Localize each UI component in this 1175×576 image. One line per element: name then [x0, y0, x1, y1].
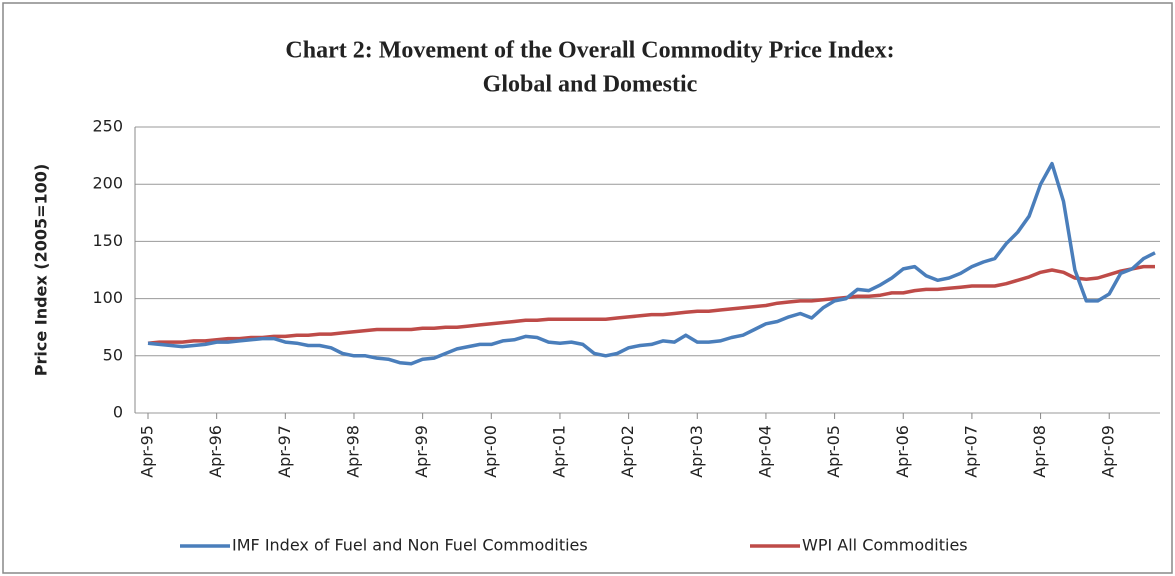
x-tick-label: Apr-95	[138, 425, 157, 478]
x-tick-label: Apr-05	[824, 425, 843, 478]
x-tick-label: Apr-96	[206, 425, 225, 478]
x-tick-label: Apr-02	[618, 425, 637, 478]
x-tick-label: Apr-06	[893, 425, 912, 478]
x-tick-label: Apr-01	[549, 425, 568, 478]
x-tick-label: Apr-07	[961, 425, 980, 478]
x-tick-label: Apr-00	[481, 425, 500, 478]
legend-label: WPI All Commodities	[802, 536, 968, 555]
y-tick-label: 50	[103, 345, 123, 364]
x-tick-label: Apr-97	[275, 425, 294, 478]
x-tick-label: Apr-03	[687, 425, 706, 478]
y-tick-label: 200	[92, 174, 123, 193]
x-tick-label: Apr-09	[1099, 425, 1118, 478]
x-tick-label: Apr-04	[755, 425, 774, 478]
series-line	[147, 161, 1156, 366]
y-tick-label: 100	[92, 288, 123, 307]
y-tick-label: 0	[113, 403, 123, 422]
y-axis-label: Price Index (2005=100)	[32, 164, 51, 377]
y-tick-label: 250	[92, 117, 123, 136]
legend-label: IMF Index of Fuel and Non Fuel Commoditi…	[232, 536, 588, 555]
x-tick-label: Apr-99	[412, 425, 431, 478]
y-tick-label: 150	[92, 231, 123, 250]
series-line	[147, 264, 1155, 345]
chart-title: Chart 2: Movement of the Overall Commodi…	[285, 38, 894, 64]
x-tick-label: Apr-98	[343, 425, 362, 478]
x-tick-label: Apr-08	[1030, 425, 1049, 478]
chart-title: Global and Domestic	[483, 72, 698, 98]
